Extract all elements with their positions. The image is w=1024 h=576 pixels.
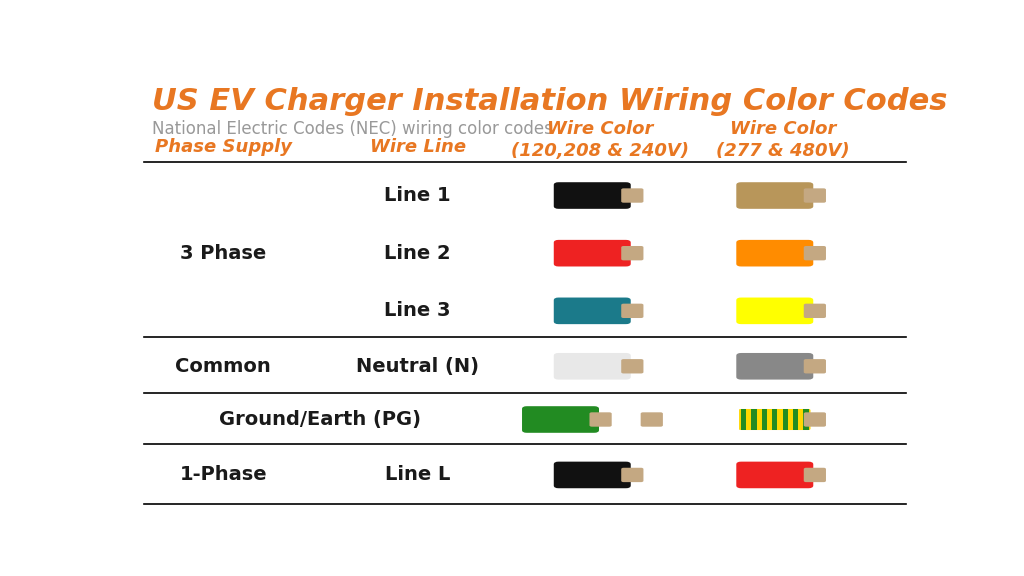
FancyBboxPatch shape — [752, 409, 757, 430]
Text: Ground/Earth (PG): Ground/Earth (PG) — [219, 410, 422, 429]
FancyBboxPatch shape — [641, 412, 663, 427]
FancyBboxPatch shape — [622, 188, 643, 203]
FancyBboxPatch shape — [793, 409, 798, 430]
FancyBboxPatch shape — [804, 412, 826, 427]
FancyBboxPatch shape — [803, 409, 809, 430]
FancyBboxPatch shape — [772, 409, 777, 430]
Text: Line 3: Line 3 — [384, 301, 451, 320]
FancyBboxPatch shape — [804, 246, 826, 260]
FancyBboxPatch shape — [554, 182, 631, 209]
FancyBboxPatch shape — [736, 406, 813, 433]
FancyBboxPatch shape — [804, 188, 826, 203]
FancyBboxPatch shape — [554, 353, 631, 380]
FancyBboxPatch shape — [622, 246, 643, 260]
FancyBboxPatch shape — [736, 353, 813, 380]
FancyBboxPatch shape — [736, 298, 813, 324]
FancyBboxPatch shape — [590, 412, 611, 427]
FancyBboxPatch shape — [736, 461, 813, 488]
FancyBboxPatch shape — [736, 182, 813, 209]
FancyBboxPatch shape — [782, 409, 787, 430]
FancyBboxPatch shape — [736, 240, 813, 267]
Text: 3 Phase: 3 Phase — [180, 244, 266, 263]
FancyBboxPatch shape — [622, 468, 643, 482]
FancyBboxPatch shape — [804, 359, 826, 373]
Text: Line L: Line L — [385, 465, 451, 484]
Text: Line 1: Line 1 — [384, 186, 451, 205]
FancyBboxPatch shape — [554, 461, 631, 488]
Text: National Electric Codes (NEC) wiring color codes: National Electric Codes (NEC) wiring col… — [152, 120, 553, 138]
Text: Wire Color
(277 & 480V): Wire Color (277 & 480V) — [716, 120, 850, 160]
Text: 1-Phase: 1-Phase — [179, 465, 267, 484]
FancyBboxPatch shape — [804, 468, 826, 482]
FancyBboxPatch shape — [741, 409, 746, 430]
FancyBboxPatch shape — [762, 409, 767, 430]
Text: Common: Common — [175, 357, 271, 376]
FancyBboxPatch shape — [554, 240, 631, 267]
Text: Wire Color
(120,208 & 240V): Wire Color (120,208 & 240V) — [511, 120, 689, 160]
Text: Wire Line: Wire Line — [370, 138, 466, 156]
FancyBboxPatch shape — [804, 304, 826, 318]
FancyBboxPatch shape — [522, 406, 599, 433]
Text: Neutral (N): Neutral (N) — [356, 357, 479, 376]
FancyBboxPatch shape — [622, 359, 643, 373]
Text: Phase Supply: Phase Supply — [155, 138, 292, 156]
Text: Line 2: Line 2 — [384, 244, 451, 263]
FancyBboxPatch shape — [622, 304, 643, 318]
Text: US EV Charger Installation Wiring Color Codes: US EV Charger Installation Wiring Color … — [152, 87, 947, 116]
FancyBboxPatch shape — [554, 298, 631, 324]
